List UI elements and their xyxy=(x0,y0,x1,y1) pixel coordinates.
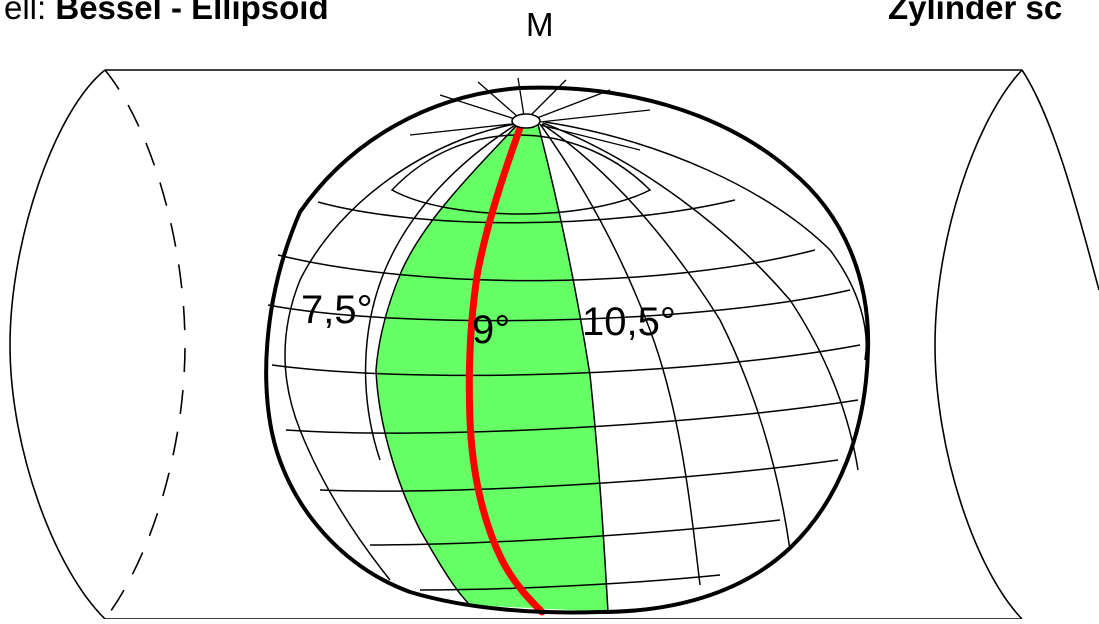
header-left-title: ell: Bessel - Ellipsoid xyxy=(4,0,329,24)
latitude-line xyxy=(285,399,859,434)
meridian-label-left: 7,5° xyxy=(301,288,373,332)
pole-label: M xyxy=(526,6,554,43)
cylinder-left-back-arc xyxy=(104,69,186,620)
central-meridian xyxy=(465,124,546,616)
latitude-line xyxy=(369,519,781,546)
ellipsoid-name: Bessel - Ellipsoid xyxy=(55,0,329,26)
latitude-line xyxy=(277,249,816,282)
meridian-label-center: 9° xyxy=(472,308,511,352)
meridian-line xyxy=(364,123,518,461)
meridian-line xyxy=(537,123,609,613)
meridian-line xyxy=(544,121,867,361)
header-right-title: Zylinder sc xyxy=(888,0,1063,26)
pole-spoke xyxy=(439,94,516,120)
cylinder-right-front-arc xyxy=(934,69,1023,620)
latitude-line xyxy=(390,134,652,215)
header-left-prefix: ell: xyxy=(4,0,47,26)
latitude-line xyxy=(319,459,839,492)
cylinder-right-back-arc xyxy=(1021,69,1099,291)
pole-spoke xyxy=(536,89,611,119)
globe-outline xyxy=(264,85,871,615)
latitude-line xyxy=(271,344,861,377)
latitude-line xyxy=(317,199,736,224)
pole-spoke xyxy=(539,109,651,123)
meridian-line xyxy=(539,123,701,586)
pole-spoke xyxy=(517,77,525,117)
meridian-lines xyxy=(284,121,867,613)
meridian-line xyxy=(541,123,791,551)
latitude-line xyxy=(267,289,851,322)
meridian-line xyxy=(284,123,516,581)
pole-spoke xyxy=(477,81,519,118)
meridian-line xyxy=(375,123,519,606)
pole-spoke xyxy=(529,79,567,117)
meridian-label-right: 10,5° xyxy=(582,300,676,344)
latitude-lines xyxy=(267,134,861,591)
latitude-line xyxy=(419,574,721,591)
cylinder-left-front-arc xyxy=(9,69,106,620)
pole-spoke xyxy=(539,124,641,151)
pole-marker xyxy=(511,113,541,129)
meridian-line xyxy=(542,122,859,471)
pole-spoke xyxy=(409,123,513,136)
